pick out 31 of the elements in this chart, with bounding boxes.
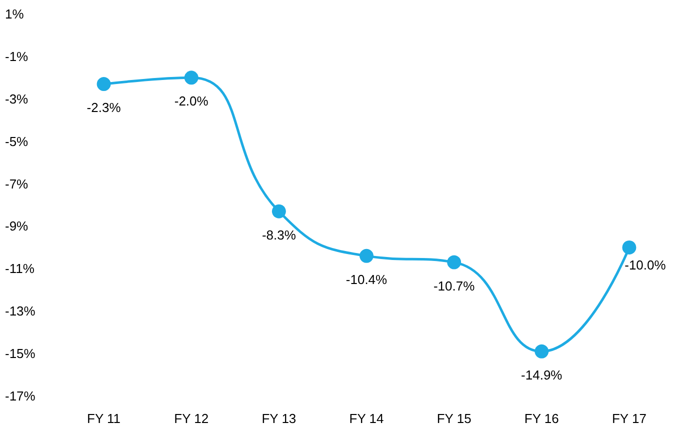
- data-label: -2.3%: [86, 100, 122, 116]
- y-tick-label: -13%: [5, 304, 36, 319]
- data-label: -8.3%: [262, 227, 296, 242]
- y-tick-label: -1%: [5, 48, 29, 64]
- point: [360, 248, 374, 263]
- point: [272, 204, 286, 218]
- x-tick-label: FY 11: [87, 411, 121, 425]
- data-label: -10.0%: [624, 257, 666, 272]
- point: [622, 240, 636, 254]
- point: [447, 255, 462, 270]
- y-tick-label: -15%: [5, 346, 36, 362]
- data-label: -10.4%: [346, 272, 388, 287]
- data-label: -14.9%: [521, 367, 563, 382]
- y-tick-label: -11%: [5, 261, 35, 276]
- point: [534, 344, 549, 358]
- x-tick-label: FY 13: [262, 411, 296, 425]
- y-tick-label: -17%: [5, 388, 36, 404]
- point: [96, 77, 111, 92]
- x-tick-label: FY 16: [524, 411, 559, 425]
- point: [184, 70, 198, 85]
- x-tick-label: FY 17: [612, 411, 646, 425]
- y-tick-label: -5%: [5, 134, 29, 149]
- y-tick-label: 1%: [5, 6, 24, 22]
- y-tick-label: -7%: [5, 176, 29, 192]
- data-label: -10.7%: [433, 278, 476, 294]
- x-tick-label: FY 15: [436, 411, 472, 425]
- y-tick-label: -9%: [5, 218, 29, 234]
- y-tick-label: -3%: [5, 91, 29, 106]
- x-tick-label: FY 12: [174, 411, 209, 425]
- data-label: -2.0%: [174, 94, 209, 109]
- x-tick-label: FY 14: [349, 411, 384, 425]
